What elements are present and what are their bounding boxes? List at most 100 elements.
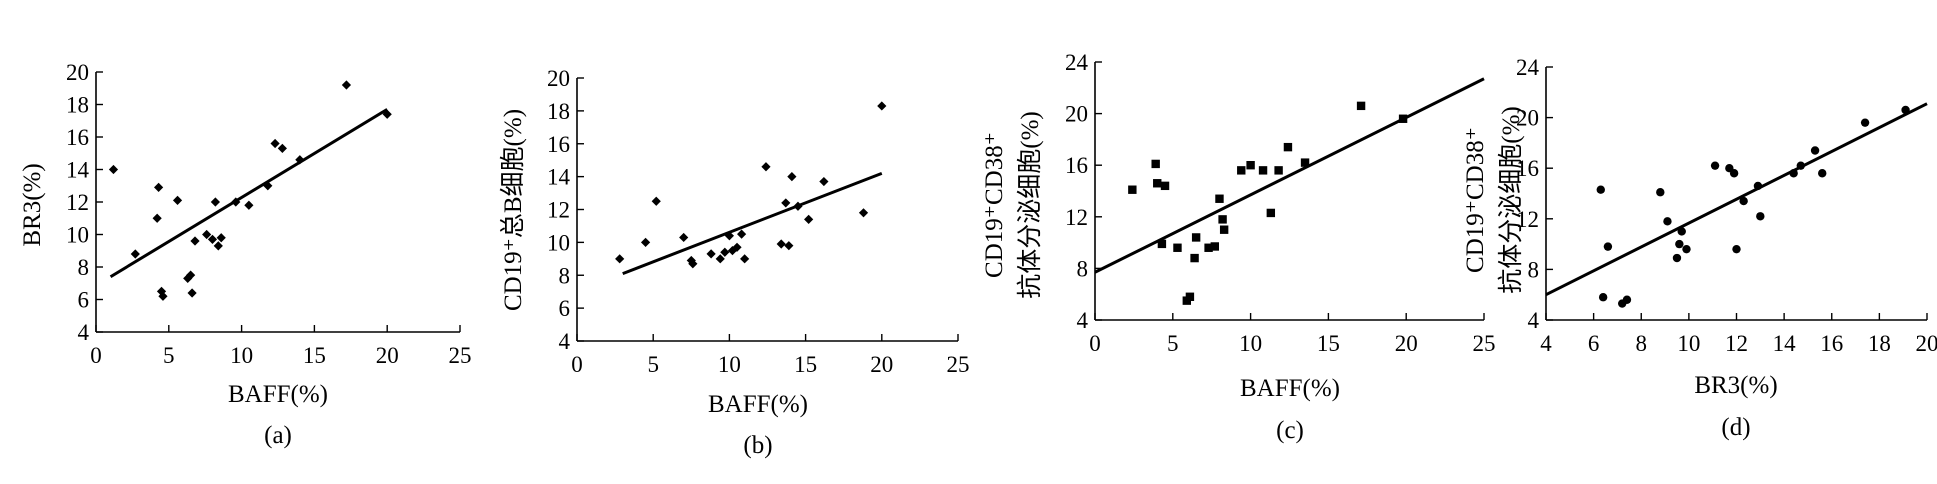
x-tick-label: 10 bbox=[1677, 331, 1700, 356]
data-point bbox=[1356, 101, 1366, 111]
y-tick-label: 12 bbox=[1065, 205, 1088, 230]
y-tick-label: 16 bbox=[547, 132, 570, 157]
y-tick-label: 20 bbox=[1065, 102, 1088, 127]
y-tick-label: 8 bbox=[1528, 257, 1540, 282]
data-point bbox=[1237, 166, 1246, 175]
data-point bbox=[761, 162, 771, 172]
data-point bbox=[1796, 161, 1805, 170]
data-point bbox=[210, 197, 220, 207]
data-point bbox=[1663, 217, 1672, 226]
x-tick-label: 14 bbox=[1773, 331, 1797, 356]
y-tick-label: 20 bbox=[66, 60, 89, 85]
data-point bbox=[776, 239, 786, 249]
y-tick-label: 20 bbox=[547, 66, 570, 91]
data-point bbox=[1789, 169, 1798, 178]
x-tick-label: 10 bbox=[718, 352, 741, 377]
x-axis-label: BAFF(%) bbox=[708, 391, 808, 418]
data-point bbox=[1219, 225, 1229, 234]
data-point bbox=[1190, 253, 1199, 263]
data-point bbox=[158, 291, 168, 301]
x-tick-label: 18 bbox=[1868, 331, 1891, 356]
data-point bbox=[186, 270, 196, 280]
data-point bbox=[640, 237, 651, 247]
x-tick-label: 0 bbox=[90, 343, 102, 368]
y-tick-label: 6 bbox=[559, 296, 571, 321]
x-tick-label: 20 bbox=[376, 343, 399, 368]
x-axis-label: BAFF(%) bbox=[228, 381, 328, 408]
data-point bbox=[154, 182, 164, 192]
data-point bbox=[1753, 181, 1763, 191]
x-axis-label: BR3(%) bbox=[1694, 372, 1777, 399]
data-point bbox=[1729, 169, 1739, 178]
data-point bbox=[804, 214, 814, 224]
x-tick-label: 25 bbox=[1473, 331, 1496, 356]
data-point bbox=[1756, 212, 1765, 221]
data-point bbox=[187, 288, 197, 298]
data-point bbox=[1191, 233, 1201, 242]
y-tick-label: 6 bbox=[78, 288, 90, 313]
data-point bbox=[152, 213, 162, 223]
data-point bbox=[1596, 185, 1605, 194]
data-point bbox=[1151, 159, 1160, 169]
data-point bbox=[720, 247, 730, 257]
data-point bbox=[1160, 181, 1170, 191]
x-tick-label: 25 bbox=[947, 352, 970, 377]
y-axis-label: CD19⁺CD38⁺ bbox=[981, 132, 1008, 278]
data-point bbox=[1173, 243, 1182, 252]
x-tick-label: 0 bbox=[571, 352, 583, 377]
data-point bbox=[1185, 292, 1195, 301]
data-point bbox=[877, 101, 887, 111]
x-tick-label: 10 bbox=[1239, 331, 1262, 356]
panel-label: (a) bbox=[264, 422, 292, 449]
data-point bbox=[213, 241, 223, 251]
data-point bbox=[1218, 215, 1227, 224]
data-point bbox=[130, 249, 140, 259]
regression-line bbox=[1545, 102, 1928, 297]
y-tick-label: 8 bbox=[1077, 256, 1089, 281]
x-tick-label: 6 bbox=[1588, 331, 1600, 356]
x-tick-label: 20 bbox=[870, 352, 893, 377]
y-tick-label: 12 bbox=[66, 190, 89, 215]
y-axis-label: BR3(%) bbox=[19, 163, 46, 246]
data-point bbox=[1675, 239, 1684, 249]
y-tick-label: 4 bbox=[559, 329, 571, 354]
data-point bbox=[688, 259, 698, 269]
data-point bbox=[1157, 239, 1167, 249]
data-point bbox=[1153, 179, 1162, 188]
y-tick-label: 4 bbox=[1077, 308, 1089, 333]
data-point bbox=[1300, 158, 1310, 167]
data-point bbox=[715, 254, 725, 264]
x-tick-label: 12 bbox=[1725, 331, 1748, 356]
data-point bbox=[1682, 244, 1691, 254]
data-point bbox=[736, 229, 747, 239]
y-tick-label: 16 bbox=[1516, 156, 1539, 181]
x-tick-label: 4 bbox=[1540, 331, 1552, 356]
y-tick-label: 10 bbox=[66, 223, 89, 248]
data-point bbox=[1818, 169, 1827, 178]
y-tick-label: 24 bbox=[1065, 50, 1089, 75]
data-point bbox=[784, 241, 794, 251]
y-tick-label: 14 bbox=[66, 158, 90, 183]
data-point bbox=[686, 255, 696, 266]
data-point bbox=[787, 172, 797, 182]
data-point bbox=[1901, 105, 1910, 115]
data-point bbox=[216, 233, 226, 243]
data-point bbox=[781, 198, 791, 208]
data-point bbox=[651, 196, 661, 206]
x-tick-label: 0 bbox=[1089, 331, 1101, 356]
data-point bbox=[706, 249, 716, 259]
x-tick-label: 15 bbox=[303, 343, 326, 368]
data-point bbox=[1398, 114, 1408, 123]
y-tick-label: 16 bbox=[1065, 153, 1088, 178]
data-point bbox=[1274, 166, 1283, 175]
data-point bbox=[1246, 161, 1255, 170]
y-tick-label: 18 bbox=[547, 99, 570, 124]
data-point bbox=[190, 236, 200, 246]
y-tick-label: 4 bbox=[1528, 308, 1540, 333]
y-tick-label: 16 bbox=[66, 125, 89, 150]
data-point bbox=[732, 242, 742, 252]
regression-line bbox=[1094, 77, 1485, 274]
x-tick-label: 15 bbox=[794, 352, 817, 377]
y-axis-label: CD19⁺总B细胞(%) bbox=[499, 109, 527, 311]
data-point bbox=[740, 254, 750, 264]
